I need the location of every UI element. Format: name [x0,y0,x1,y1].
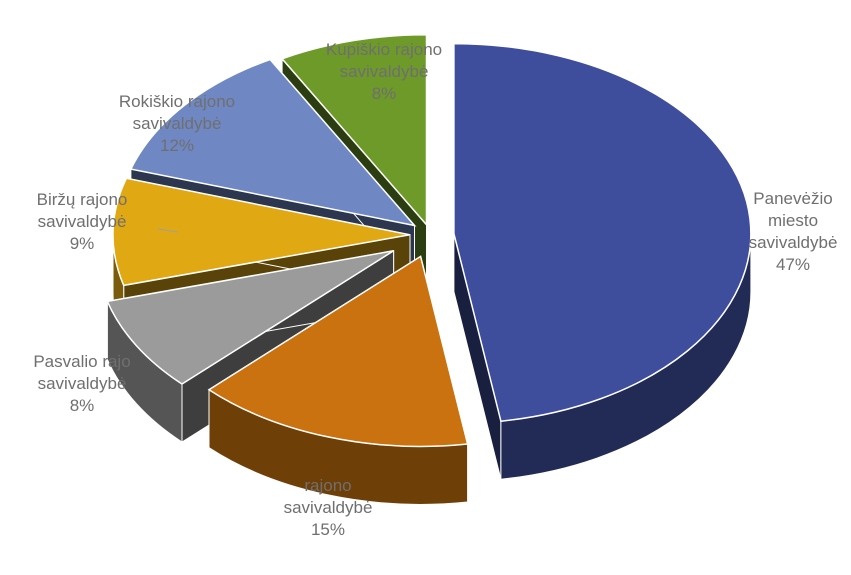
slice-label-kupiskis: Kupiškio rajono savivaldybė 8% [325,40,443,103]
slice-label-pasvalys: Pasvalio rajo savivaldybė 8% [33,352,131,415]
slice-label-rajono: rajono savivaldybė 15% [283,476,373,539]
slice-label-rokiskis: Rokiškio rajono savivaldybė 12% [118,92,236,155]
pie-slice-rajono [207,255,469,505]
pie-slice-panevezys [453,42,752,480]
slice-label-panevezys: Panevėžio miesto savivaldybė 47% [748,189,838,274]
birzai-leader-line [157,228,179,233]
slice-label-birzai: Biržų rajono savivaldybė 9% [36,190,128,253]
